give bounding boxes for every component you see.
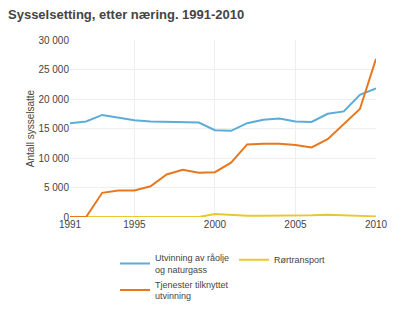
svg-text:Antall sysselsatte: Antall sysselsatte [25, 89, 36, 167]
svg-text:2010: 2010 [365, 219, 388, 230]
svg-text:Tjenester tilknyttetutvinning: Tjenester tilknyttetutvinning [155, 280, 229, 302]
svg-text:30 000: 30 000 [38, 35, 69, 46]
svg-text:25 000: 25 000 [38, 64, 69, 75]
svg-text:10 000: 10 000 [38, 153, 69, 164]
svg-text:Rørtransport: Rørtransport [274, 255, 325, 265]
svg-text:5 000: 5 000 [44, 182, 69, 193]
svg-text:20 000: 20 000 [38, 94, 69, 105]
svg-text:15 000: 15 000 [38, 123, 69, 134]
svg-text:2005: 2005 [284, 219, 307, 230]
svg-text:2000: 2000 [204, 219, 227, 230]
svg-text:Sysselsetting, etter næring. 1: Sysselsetting, etter næring. 1991-2010 [8, 7, 244, 22]
svg-text:1991: 1991 [59, 219, 82, 230]
svg-text:1995: 1995 [123, 219, 146, 230]
svg-text:Utvinning av råoljeog naturgas: Utvinning av råoljeog naturgass [155, 253, 229, 275]
svg-text:0: 0 [63, 212, 69, 223]
